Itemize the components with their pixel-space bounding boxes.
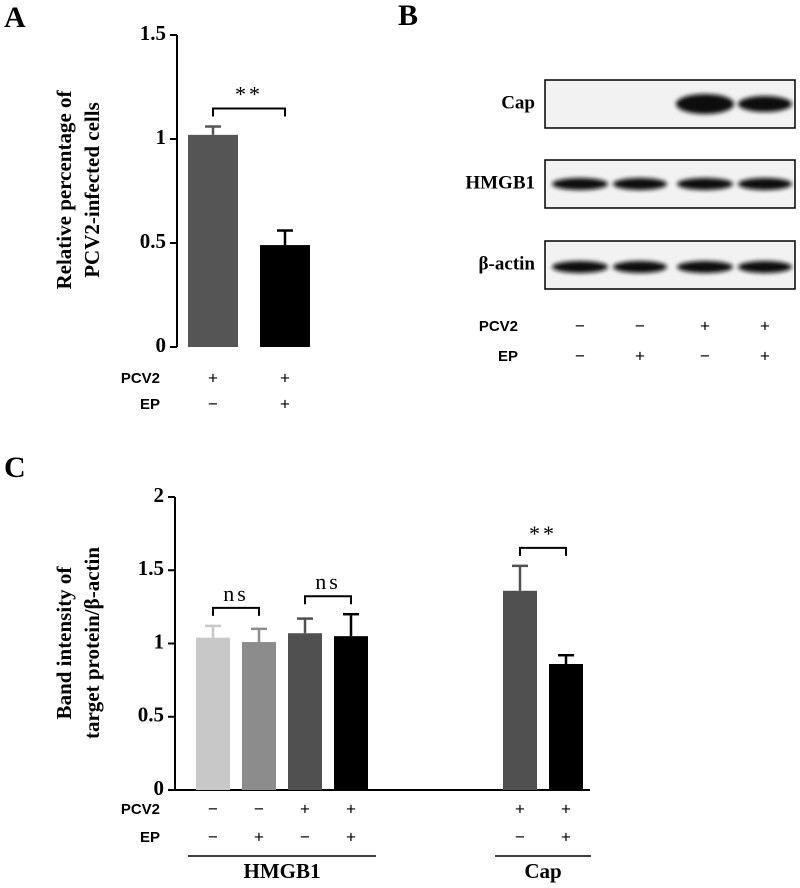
blot-row-label: HMGB1 xyxy=(465,172,535,193)
error-bar xyxy=(343,612,359,637)
bar xyxy=(260,245,310,347)
error-bar xyxy=(205,624,221,638)
error-bar xyxy=(277,229,293,246)
significance-bracket xyxy=(212,107,286,117)
condition-label: EP xyxy=(140,396,160,413)
y-tick-label: 0 xyxy=(154,776,165,800)
condition-sign: − xyxy=(575,346,585,365)
condition-sign: + xyxy=(515,799,525,818)
significance-bracket xyxy=(519,546,567,556)
condition-sign: − xyxy=(575,316,585,335)
y-axis-label: Band intensity of xyxy=(52,566,76,720)
blot-row-label: Cap xyxy=(501,92,535,113)
group-label: Cap xyxy=(524,859,561,883)
condition-sign: − xyxy=(208,394,218,413)
error-bar xyxy=(297,617,313,634)
error-bar xyxy=(558,653,574,665)
significance-label: ** xyxy=(235,82,263,107)
condition-sign: + xyxy=(208,368,218,387)
panel-letter: B xyxy=(398,0,418,32)
error-bar xyxy=(251,627,267,643)
condition-sign: − xyxy=(700,346,710,365)
y-tick-label: 2 xyxy=(154,483,165,507)
bar xyxy=(288,633,322,790)
condition-sign: + xyxy=(760,316,770,335)
condition-label: PCV2 xyxy=(121,370,160,387)
band xyxy=(552,178,608,190)
bands xyxy=(552,94,792,273)
group-label: HMGB1 xyxy=(244,859,321,883)
error-bar xyxy=(512,564,528,591)
band xyxy=(738,178,792,190)
error-bar xyxy=(205,125,221,135)
y-axis-label: Relative percentage of xyxy=(52,89,76,289)
condition-sign: − xyxy=(254,799,264,818)
blot-row-label: β-actin xyxy=(479,253,536,274)
y-tick-label: 1.5 xyxy=(138,556,164,580)
condition-sign: + xyxy=(300,799,310,818)
condition-sign: − xyxy=(635,316,645,335)
y-axis-label: PCV2-infected cells xyxy=(80,102,104,278)
condition-label: EP xyxy=(140,829,160,846)
bar xyxy=(196,637,230,790)
condition-sign: + xyxy=(760,346,770,365)
condition-sign: − xyxy=(208,827,218,846)
band xyxy=(738,96,792,112)
band xyxy=(613,261,667,273)
significance-bracket xyxy=(304,595,352,605)
blot xyxy=(544,79,796,290)
significance-label: ** xyxy=(529,521,557,546)
band xyxy=(552,261,608,273)
band xyxy=(738,261,792,273)
condition-sign: + xyxy=(635,346,645,365)
condition-sign: − xyxy=(300,827,310,846)
condition-label: PCV2 xyxy=(479,318,518,335)
significance-bracket xyxy=(212,606,260,616)
bar xyxy=(503,590,537,790)
bar xyxy=(242,642,276,790)
condition-sign: − xyxy=(208,799,218,818)
condition-sign: + xyxy=(561,799,571,818)
y-tick-label: 0.5 xyxy=(140,229,166,253)
panel-letter: A xyxy=(4,1,26,34)
y-axis-label: target protein/β-actin xyxy=(80,547,104,739)
condition-label: EP xyxy=(498,348,518,365)
bar xyxy=(334,636,368,790)
band xyxy=(677,178,733,190)
condition-sign: + xyxy=(346,827,356,846)
condition-sign: + xyxy=(561,827,571,846)
significance-label: ns xyxy=(315,569,341,594)
condition-sign: − xyxy=(515,827,525,846)
condition-label: PCV2 xyxy=(121,801,160,818)
significance-label: ns xyxy=(223,581,249,606)
condition-sign: + xyxy=(700,316,710,335)
bar xyxy=(549,664,583,790)
y-tick-label: 0.5 xyxy=(138,703,164,727)
y-tick-label: 1.5 xyxy=(140,21,166,45)
bar xyxy=(188,134,238,347)
band xyxy=(677,261,733,273)
y-tick-label: 1 xyxy=(154,629,165,653)
band xyxy=(613,178,667,190)
y-tick-label: 0 xyxy=(156,333,167,357)
panel-letter: C xyxy=(4,451,26,484)
condition-sign: + xyxy=(280,368,290,387)
band xyxy=(676,94,734,114)
condition-sign: + xyxy=(254,827,264,846)
y-tick-label: 1 xyxy=(156,125,167,149)
condition-sign: + xyxy=(280,394,290,413)
condition-sign: + xyxy=(346,799,356,818)
